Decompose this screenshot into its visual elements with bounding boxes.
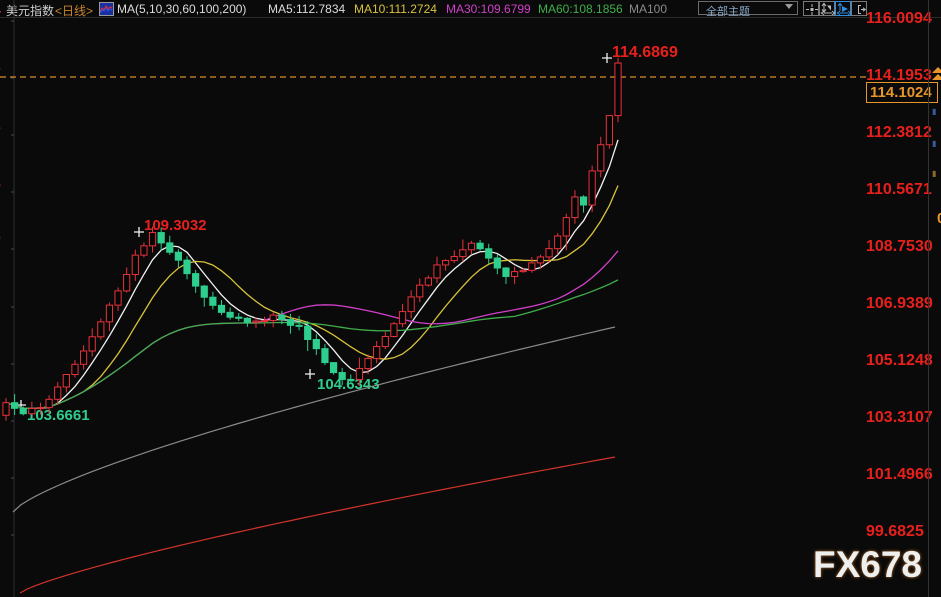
svg-text:104.6343: 104.6343: [317, 376, 380, 393]
svg-text:114.6869: 114.6869: [612, 44, 678, 61]
svg-text:103.6661: 103.6661: [27, 407, 90, 424]
svg-text:109.3032: 109.3032: [144, 217, 207, 234]
